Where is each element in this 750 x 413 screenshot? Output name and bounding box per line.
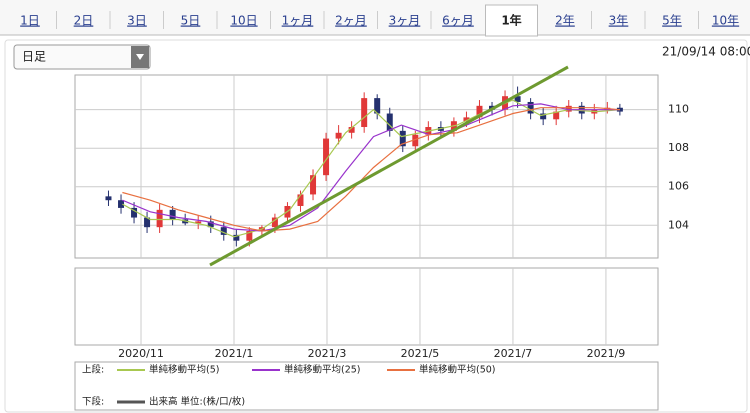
candle-body [540,113,547,120]
legend-label: 単純移動平均(50) [419,364,496,376]
y-tick-label: 106 [668,180,689,193]
candle-body [131,207,138,218]
candle-body [374,98,381,114]
panel [4,39,748,413]
tab[interactable]: 3日 [127,14,147,28]
moving-average-line [122,107,620,232]
x-tick-label: 2021/9 [587,347,626,360]
candle-body [156,209,163,228]
candle-body [246,231,253,241]
candle-body [169,209,176,220]
x-tick-label: 2021/7 [494,347,533,360]
candle-body [233,234,240,241]
candle-body [195,221,202,224]
tab[interactable]: 2日 [74,14,94,28]
candle-body [476,105,483,118]
candle-body [271,217,278,228]
candle-body [514,96,521,102]
tab[interactable]: 6ヶ月 [442,14,474,28]
lower-plot [74,267,659,346]
x-tick-label: 2020/11 [118,347,164,360]
candle-body [463,117,470,122]
tab[interactable]: 3年 [609,14,629,28]
candle-body [220,227,227,235]
legend-label: 出来高 単位:(株/口/枚) [149,396,245,408]
trend-line [209,65,569,267]
y-tick-label: 110 [668,103,689,116]
legend-label: 単純移動平均(5) [149,364,219,376]
legend-box [74,361,659,411]
candle-body [144,217,151,228]
candle-body [310,175,317,195]
candle-body [412,134,419,147]
tab[interactable]: 1年 [501,13,521,28]
y-tick-label: 104 [668,218,689,231]
y-tick-label: 108 [668,141,689,154]
moving-average-line [122,103,620,232]
candle-body [399,130,406,147]
x-tick-label: 2021/5 [401,347,440,360]
candle-body [386,113,393,131]
dropdown[interactable] [13,44,151,70]
candle-body [207,221,214,228]
candle-body [323,138,330,176]
tab[interactable]: 3ヶ月 [389,14,421,28]
candle-body [527,101,534,114]
timestamp: 21/09/14 08:00 [662,45,750,59]
candle-body [335,132,342,139]
tab-bar [0,0,750,35]
tab[interactable]: 10年 [712,14,739,28]
legend-heading: 上段: [82,364,104,376]
candle-body [118,200,125,208]
dropdown-arrow [136,54,144,60]
moving-average-line [122,99,620,238]
x-tick-label: 2021/1 [215,347,254,360]
tab-selected [485,4,538,37]
candle-body [553,111,560,120]
candle-body [105,196,112,201]
candle-body [565,105,572,112]
x-tick-label: 2021/3 [308,347,347,360]
tab[interactable]: 5日 [181,14,201,28]
tab[interactable]: 5年 [662,14,682,28]
tab[interactable]: 2ヶ月 [335,14,367,28]
legend-heading: 下段: [82,396,104,408]
tab[interactable]: 1ヶ月 [282,14,314,28]
tab[interactable]: 2年 [555,14,575,28]
dropdown-label[interactable]: 日足 [22,50,46,64]
candle-body [361,98,368,128]
tab[interactable]: 1日 [20,14,40,28]
tab[interactable]: 10日 [230,14,257,28]
candle-body [348,127,355,133]
candle-body [297,194,304,206]
legend-label: 単純移動平均(25) [284,364,361,376]
